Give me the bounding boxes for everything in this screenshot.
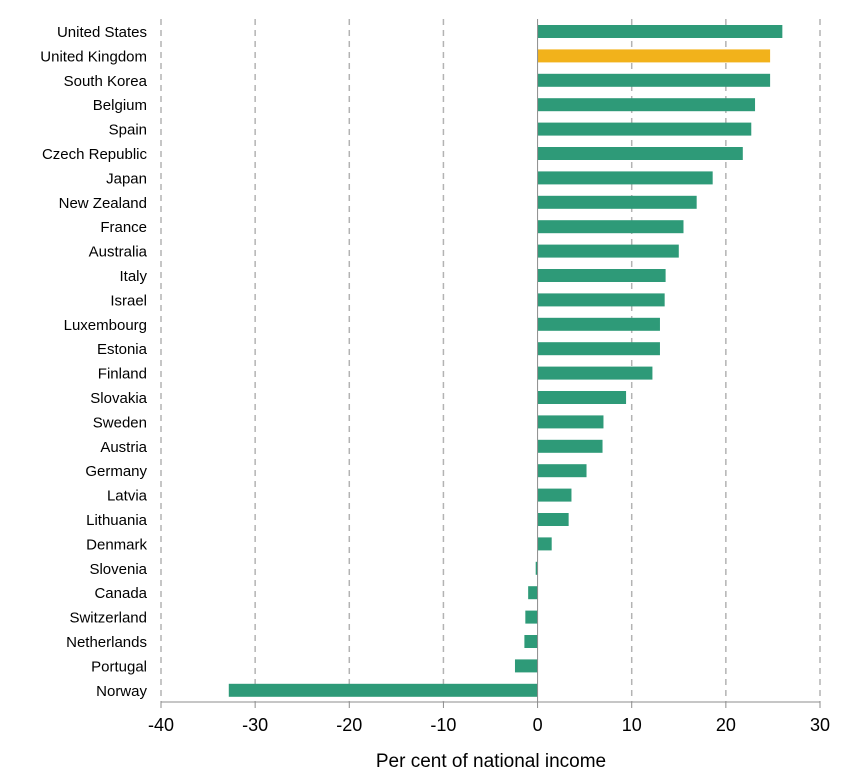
bar-france	[537, 220, 684, 234]
category-label-portugal: Portugal	[91, 658, 147, 675]
bar-czech-republic	[537, 147, 743, 160]
category-label-denmark: Denmark	[86, 536, 147, 553]
bar-switzerland	[525, 610, 538, 624]
bar-united-states	[537, 25, 783, 38]
category-label-switzerland: Switzerland	[69, 610, 147, 627]
category-label-sweden: Sweden	[93, 414, 147, 431]
x-tick-label: 30	[810, 715, 830, 735]
x-axis: -40 -30 -20 -10 0 10 20 30	[148, 19, 830, 735]
bar-united-kingdom	[537, 49, 771, 63]
bar-estonia	[537, 342, 660, 356]
category-label-japan: Japan	[106, 170, 147, 187]
x-tick-label: 0	[533, 715, 543, 735]
category-label-spain: Spain	[109, 122, 147, 139]
category-label-canada: Canada	[94, 585, 147, 602]
category-label-luxembourg: Luxembourg	[64, 317, 147, 334]
bar-south-korea	[537, 73, 771, 87]
x-tick-label: 10	[622, 715, 642, 735]
category-label-austria: Austria	[100, 439, 147, 456]
x-tick-label: 20	[716, 715, 736, 735]
x-tick-label: -20	[336, 715, 362, 735]
bar-israel	[537, 293, 665, 307]
category-label-france: France	[100, 219, 147, 236]
bar-belgium	[537, 98, 756, 112]
bar-spain	[537, 122, 752, 136]
bar-austria	[537, 439, 603, 453]
category-label-norway: Norway	[96, 683, 147, 700]
bar-latvia	[537, 488, 572, 502]
bars	[228, 25, 783, 697]
bar-netherlands	[524, 635, 538, 648]
x-tick-label: -30	[242, 715, 268, 735]
category-label-estonia: Estonia	[97, 341, 148, 358]
bar-sweden	[537, 415, 604, 429]
bar-new-zealand	[537, 195, 697, 209]
category-label-latvia: Latvia	[107, 488, 148, 505]
bar-slovenia	[535, 561, 538, 575]
category-label-israel: Israel	[110, 292, 147, 309]
bar-slovakia	[537, 391, 627, 404]
category-label-south-korea: South Korea	[64, 73, 148, 90]
bar-japan	[537, 171, 713, 185]
grid-lines	[160, 19, 821, 702]
bar-norway	[228, 683, 538, 697]
category-label-new-zealand: New Zealand	[59, 195, 147, 212]
category-label-czech-republic: Czech Republic	[42, 146, 148, 163]
x-tick-label: -10	[430, 715, 456, 735]
category-label-slovakia: Slovakia	[90, 390, 147, 407]
category-label-finland: Finland	[98, 366, 147, 383]
bar-luxembourg	[537, 317, 660, 331]
x-axis-title: Per cent of national income	[376, 751, 606, 772]
category-label-lithuania: Lithuania	[86, 512, 148, 529]
bar-finland	[537, 366, 653, 380]
category-label-australia: Australia	[89, 244, 148, 261]
bar-germany	[537, 464, 587, 478]
category-label-italy: Italy	[119, 268, 147, 285]
bar-lithuania	[537, 513, 569, 526]
bar-portugal	[514, 659, 538, 673]
category-label-belgium: Belgium	[93, 97, 147, 114]
bar-australia	[537, 244, 679, 258]
category-label-slovenia: Slovenia	[89, 561, 147, 578]
category-labels: United States United Kingdom South Korea Be…	[40, 24, 147, 700]
bar-denmark	[537, 537, 552, 551]
category-label-united-states: United States	[57, 24, 147, 41]
category-label-germany: Germany	[85, 463, 147, 480]
bar-italy	[537, 269, 666, 282]
category-label-united-kingdom: United Kingdom	[40, 48, 147, 65]
category-label-netherlands: Netherlands	[66, 634, 147, 651]
bar-canada	[528, 586, 538, 600]
x-tick-label: -40	[148, 715, 174, 735]
